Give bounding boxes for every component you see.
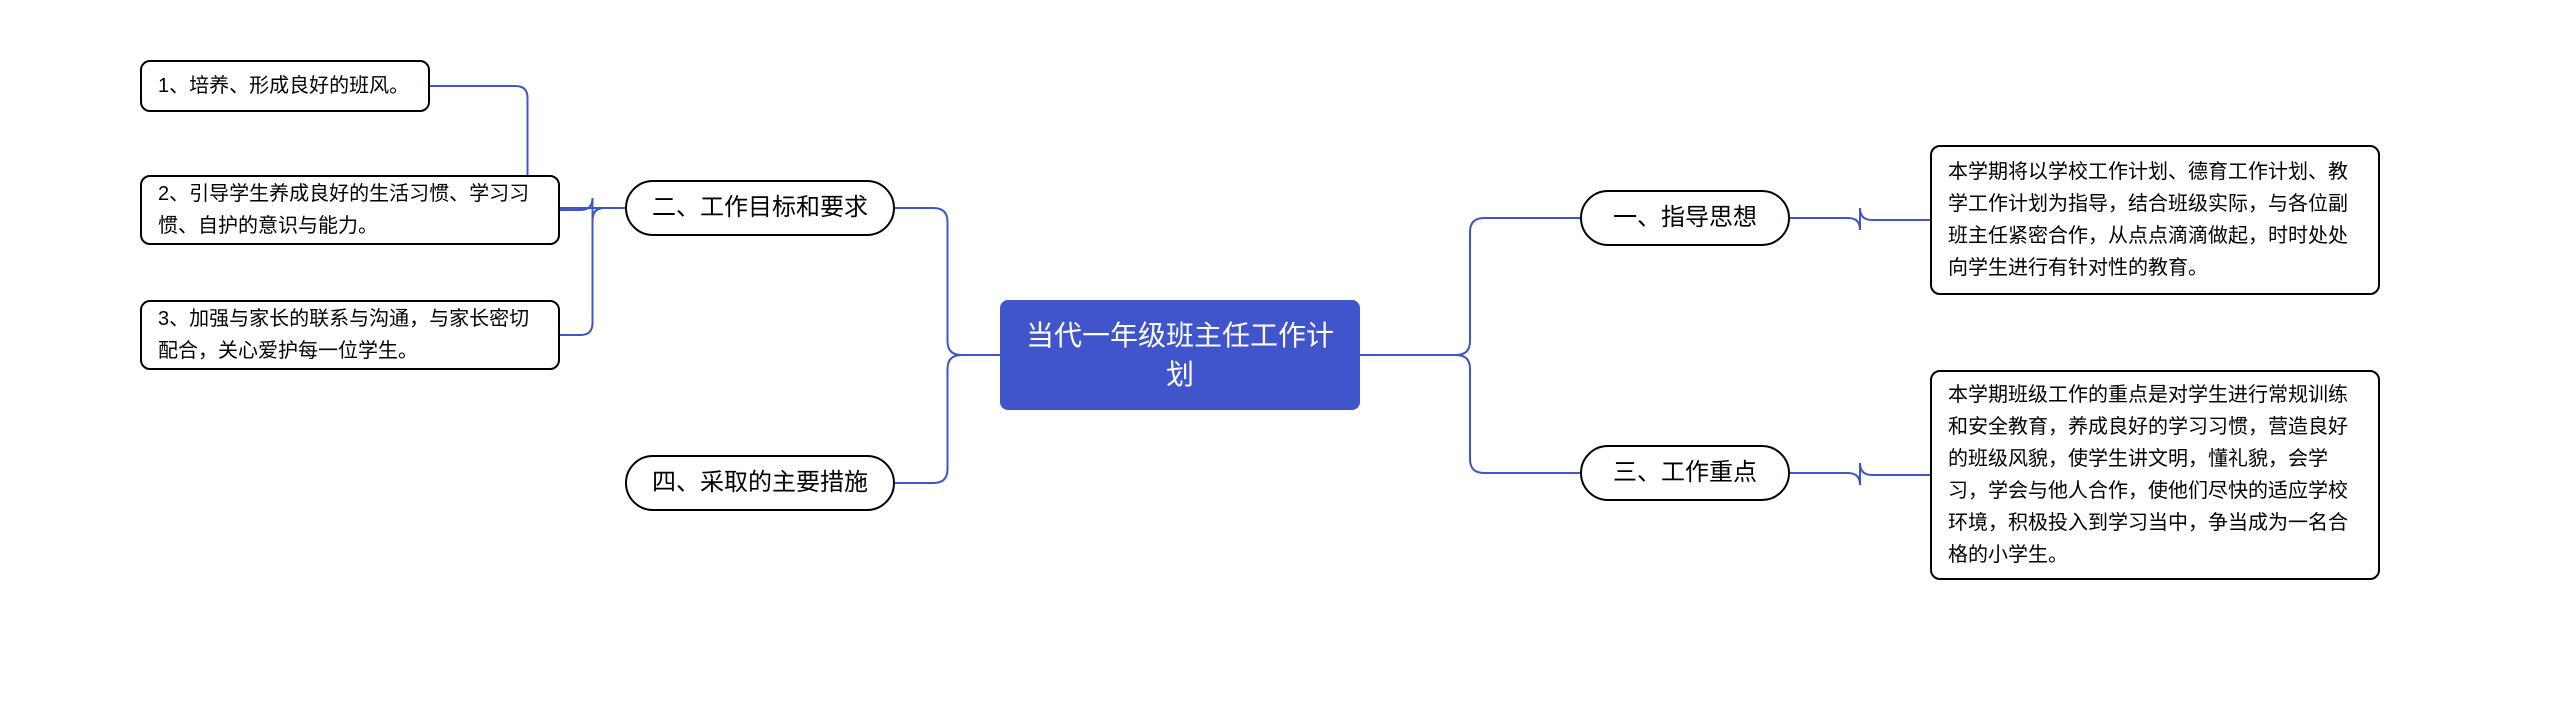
branch-node: 一、指导思想 [1580,190,1790,246]
branch-node: 三、工作重点 [1580,445,1790,501]
leaf-node: 2、引导学生养成良好的生活习惯、学习习惯、自护的意识与能力。 [140,175,560,245]
leaf-node: 本学期将以学校工作计划、德育工作计划、教学工作计划为指导，结合班级实际，与各位副… [1930,145,2380,295]
leaf-node: 本学期班级工作的重点是对学生进行常规训练和安全教育，养成良好的学习习惯，营造良好… [1930,370,2380,580]
branch-node: 四、采取的主要措施 [625,455,895,511]
center-node: 当代一年级班主任工作计划 [1000,300,1360,410]
leaf-node: 3、加强与家长的联系与沟通，与家长密切配合，关心爱护每一位学生。 [140,300,560,370]
mindmap-canvas: { "canvas": { "width": 2560, "height": 7… [0,0,2560,711]
branch-node: 二、工作目标和要求 [625,180,895,236]
leaf-node: 1、培养、形成良好的班风。 [140,60,430,112]
